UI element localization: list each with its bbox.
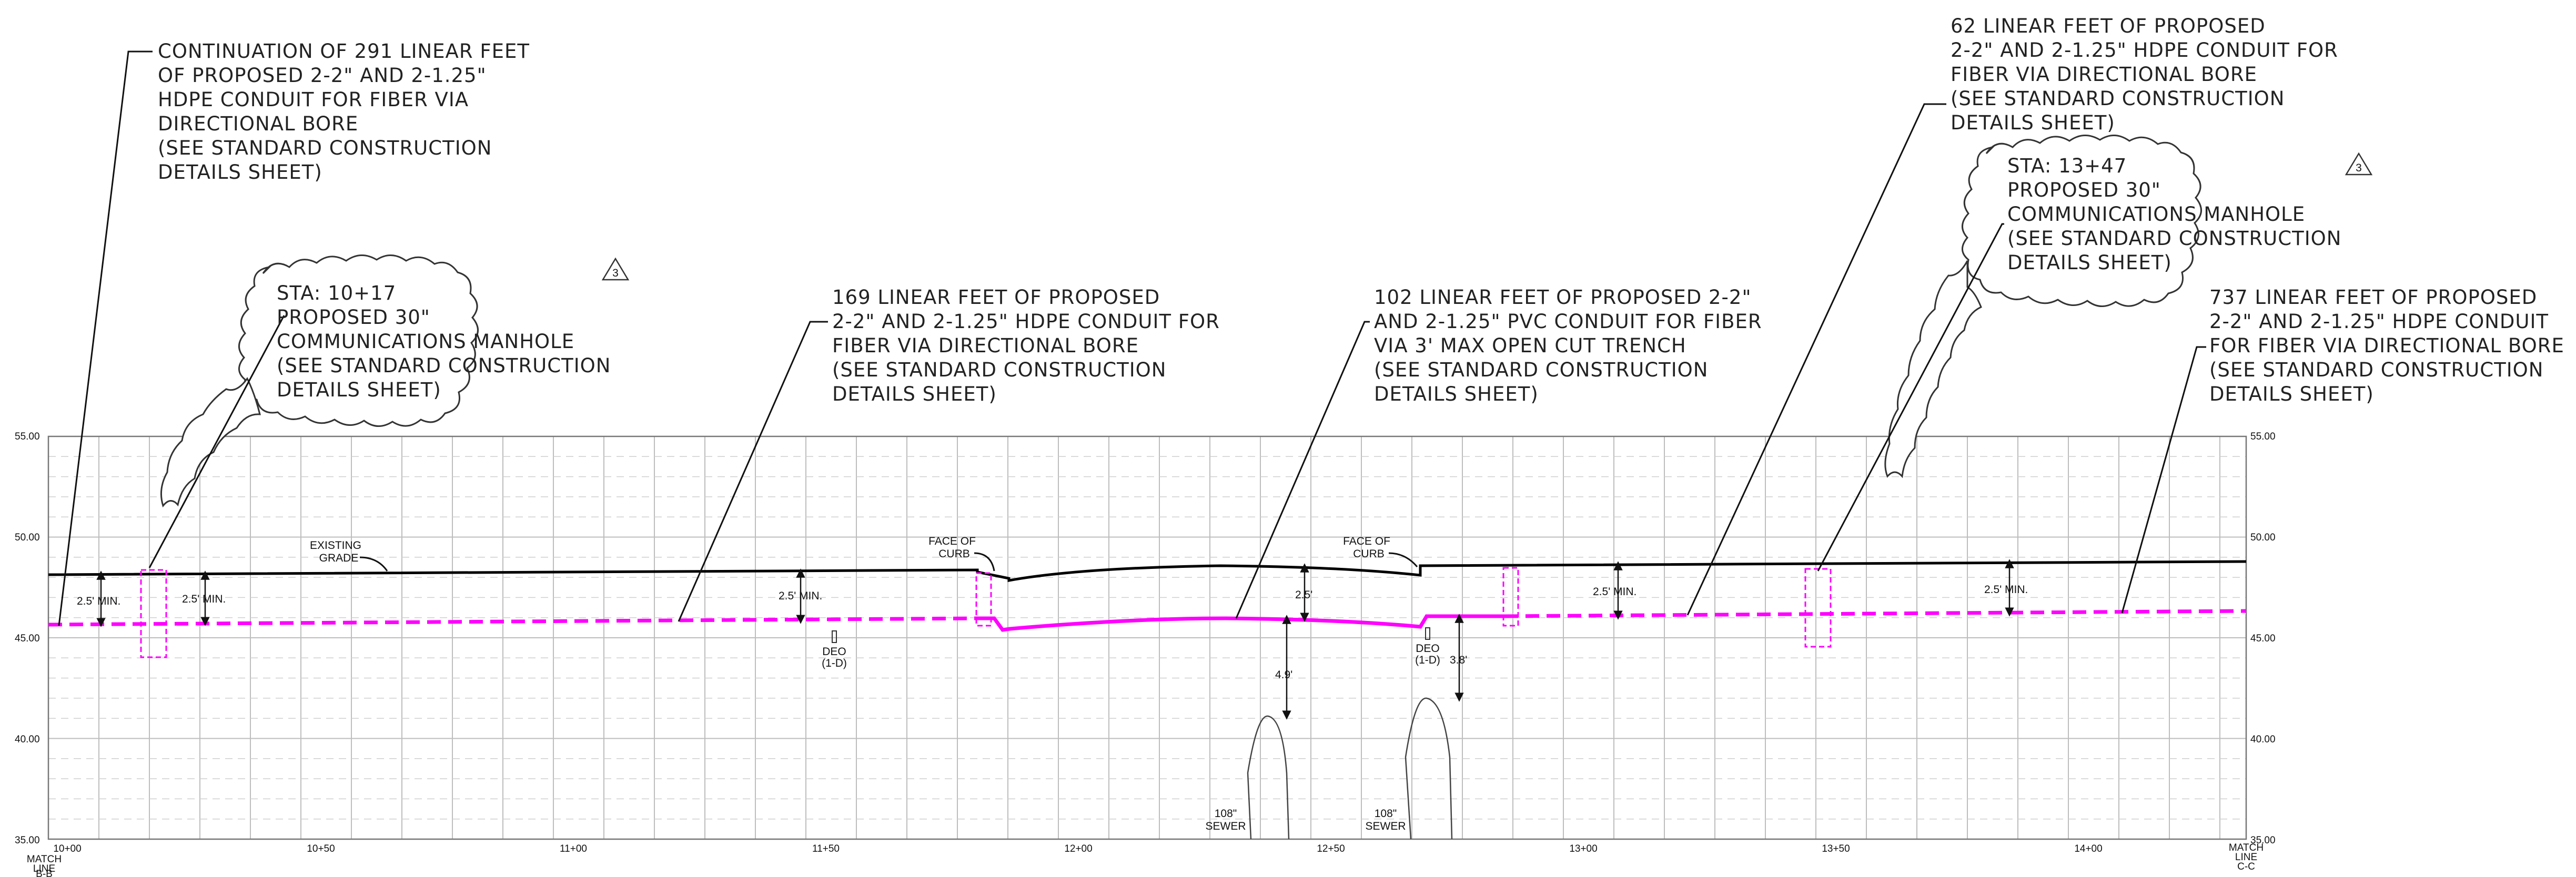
min-cover-label: 2.5' MIN. <box>1984 584 2028 596</box>
sewer-label: SEWER <box>1365 820 1406 832</box>
sewer-pipe: 108" SEWER <box>1205 715 1290 840</box>
station-label: 12+00 <box>1064 843 1092 854</box>
bore-line <box>48 616 979 627</box>
callout-bore-62: 62 LINEAR FEET OF PROPOSED 2-2" AND 2-1.… <box>1951 15 2345 134</box>
min-cover-label: 2.5' MIN. <box>1593 586 1636 598</box>
station-label: 11+00 <box>560 843 587 854</box>
station-label: 13+00 <box>1569 843 1597 854</box>
clearance-label: 4.9' <box>1275 669 1292 681</box>
deo-label: (1-D) <box>1415 654 1440 666</box>
station-label: 12+50 <box>1317 843 1345 854</box>
elevation-labels-left: 55.00 50.00 45.00 40.00 35.00 <box>15 431 40 846</box>
station-label: 13+50 <box>1822 843 1850 854</box>
elev-label: 45.00 <box>15 633 40 644</box>
manhole-outline <box>140 569 167 658</box>
match-line-text: MATCH <box>27 854 62 865</box>
revision-cloud <box>238 254 479 427</box>
elev-label: 40.00 <box>2250 734 2276 745</box>
callout-bore-737: 737 LINEAR FEET OF PROPOSED 2-2" AND 2-1… <box>2209 286 2571 405</box>
elev-label: 50.00 <box>15 532 40 543</box>
face-of-curb-label: FACE OF CURB <box>1343 535 1418 567</box>
station-labels: 10+00 10+50 11+00 11+50 12+00 12+50 13+0… <box>53 843 2102 854</box>
elev-label: 35.00 <box>15 835 40 846</box>
revision-triangle: 3 <box>601 257 630 281</box>
match-line-left: MATCH LINE B-B <box>27 854 62 877</box>
cover-dimensions <box>96 559 2014 720</box>
deo-marker: DEO (1-D) <box>822 630 847 669</box>
match-line-text: MATCH <box>2229 842 2264 853</box>
existing-grade-line <box>48 560 2247 582</box>
sewer-pipe: 108" SEWER <box>1365 697 1453 840</box>
deo-label: (1-D) <box>822 657 847 669</box>
cover-label: 2.5' <box>1295 589 1312 601</box>
callout-manhole-1347: STA: 13+47 PROPOSED 30" COMMUNICATIONS M… <box>2007 155 2348 274</box>
cloud-tail <box>1884 260 1982 478</box>
curb-label-text: CURB <box>938 548 970 560</box>
bore-line <box>1504 609 2247 618</box>
sewer-label: 108" <box>1375 808 1397 820</box>
elevation-labels-right: 55.00 50.00 45.00 40.00 35.00 <box>2250 431 2276 846</box>
revision-number: 3 <box>2356 162 2362 174</box>
manhole-outline <box>1804 568 1832 648</box>
deo-label: DEO <box>822 646 846 658</box>
station-label: 11+50 <box>812 843 840 854</box>
curb-label-text: FACE OF <box>1343 535 1390 547</box>
min-cover-label: 2.5' MIN. <box>182 593 226 605</box>
trench-line <box>978 614 1504 632</box>
match-line-text: LINE <box>33 863 55 874</box>
cloud-tail <box>160 377 261 508</box>
face-of-curb-label: FACE OF CURB <box>928 535 995 572</box>
elev-label: 45.00 <box>2250 633 2276 644</box>
callout-bore-169: 169 LINEAR FEET OF PROPOSED 2-2" AND 2-1… <box>832 286 1227 405</box>
match-line-text: LINE <box>2235 852 2257 863</box>
min-cover-label: 2.5' MIN. <box>77 595 120 607</box>
pit-outline <box>1502 567 1519 627</box>
revision-number: 3 <box>612 267 619 279</box>
match-line-right: MATCH LINE C-C <box>2229 842 2264 872</box>
station-label: 10+00 <box>53 843 81 854</box>
curb-label-text: FACE OF <box>928 535 976 547</box>
station-label: 10+50 <box>307 843 335 854</box>
callout-bore-291: CONTINUATION OF 291 LINEAR FEET OF PROPO… <box>158 40 537 183</box>
callout-trench-102: 102 LINEAR FEET OF PROPOSED 2-2" AND 2-1… <box>1374 286 1769 405</box>
elev-label: 55.00 <box>15 431 40 442</box>
match-line-text: B-B <box>36 869 53 877</box>
existing-grade-label: EXISTING GRADE <box>310 539 388 572</box>
min-cover-label: 2.5' MIN. <box>779 590 822 602</box>
elev-label: 50.00 <box>2250 532 2276 543</box>
sewer-label: 108" <box>1215 808 1237 820</box>
deo-marker: DEO (1-D) <box>1415 627 1440 666</box>
revision-triangle: 3 <box>2345 152 2373 176</box>
clearance-label: 3.8' <box>1450 654 1467 666</box>
revision-cloud <box>1962 135 2202 307</box>
elev-label: 40.00 <box>15 734 40 745</box>
deo-label: DEO <box>1416 643 1440 655</box>
match-line-text: C-C <box>2237 861 2255 872</box>
callout-manhole-1017: STA: 10+17 PROPOSED 30" COMMUNICATIONS M… <box>277 282 618 401</box>
grade-label-text: EXISTING <box>310 539 361 552</box>
profile-grid <box>48 436 2246 840</box>
sewer-label: SEWER <box>1205 820 1246 832</box>
profile-frame <box>47 435 2247 840</box>
curb-label-text: CURB <box>1353 548 1385 560</box>
callout-leaders <box>58 50 2206 626</box>
elev-label: 55.00 <box>2250 431 2276 442</box>
elev-label: 35.00 <box>2250 835 2276 846</box>
dimension-labels: 2.5' MIN. 2.5' MIN. 2.5' MIN. 2.5' 2.5' … <box>77 584 2028 681</box>
grade-label-text: GRADE <box>319 552 359 564</box>
station-label: 14+00 <box>2074 843 2102 854</box>
